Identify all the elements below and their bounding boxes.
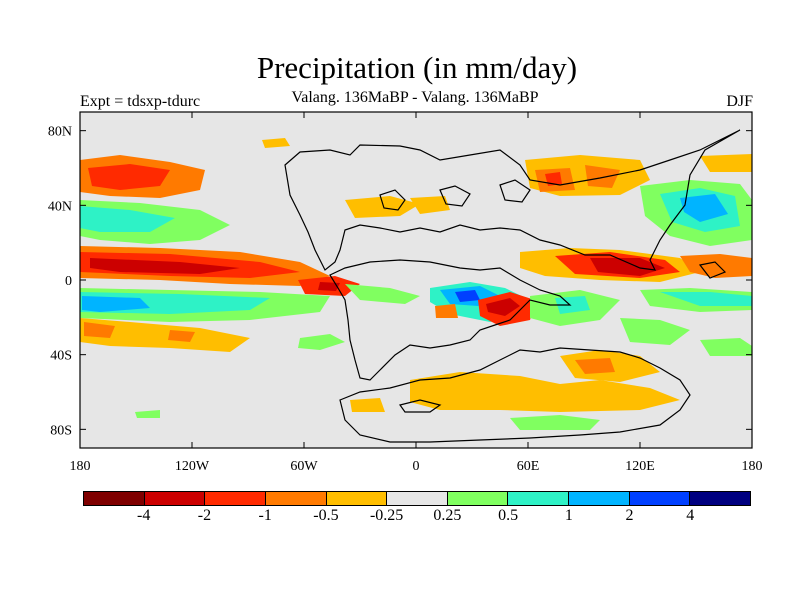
field-north-atlantic-negative — [345, 196, 420, 218]
field-atlantic-equatorial-core — [318, 282, 340, 291]
map-subtitle: Valang. 136MaBP - Valang. 136MaBP — [291, 89, 539, 106]
field-east-africa-negative-core — [486, 298, 520, 316]
coastline-island-a — [379, 189, 406, 211]
field-arctic-negative — [262, 138, 290, 148]
colorbar-swatch-11 — [690, 492, 751, 505]
season-label: DJF — [726, 93, 753, 110]
precipitation-anomaly-fields — [80, 138, 752, 430]
x-tick-label: 180 — [742, 459, 763, 474]
field-south-pacific-negative-core — [84, 322, 115, 338]
axis-ticks: 180 120W 60W 0 60E 120E 180 80N 40N 0 40S 80S — [48, 112, 763, 474]
coastline-island-b — [439, 185, 471, 207]
field-north-asia-negative-core-2 — [585, 165, 620, 188]
x-tick-label: 60W — [290, 459, 318, 474]
field-south-atlantic-positive — [345, 284, 420, 304]
field-south-america-positive — [298, 334, 345, 350]
field-southeast-pacific-positive — [700, 338, 752, 356]
colorbar-swatch-3 — [205, 492, 266, 505]
field-antarctic-peninsula-negative — [350, 398, 385, 412]
x-tick-label: 0 — [413, 459, 420, 474]
field-southeast-asia-core — [590, 258, 665, 276]
y-tick-label: 40N — [48, 199, 72, 214]
coastline-antarctica-australia — [339, 347, 691, 443]
colorbar-swatch-7 — [447, 492, 509, 505]
colorbar-swatch-4 — [265, 492, 327, 505]
colorbar-swatch-8 — [508, 492, 570, 505]
y-tick-label: 80S — [50, 423, 72, 438]
coastline-island-c — [499, 179, 531, 203]
y-tick-label: 80N — [48, 125, 72, 140]
colorbar-label: 4 — [686, 507, 695, 524]
colorbar-swatch-5 — [326, 492, 388, 505]
experiment-label: Expt = tdsxp-tdurc — [80, 93, 201, 110]
field-north-pacific-positive-core — [80, 206, 175, 232]
field-north-pacific-core — [88, 164, 170, 190]
colorbar-label: -2 — [197, 507, 212, 524]
y-tick-label: 0 — [65, 274, 72, 289]
colorbar-label: -4 — [137, 507, 151, 524]
colorbar-label: 0.5 — [498, 507, 519, 524]
x-tick-label: 180 — [70, 459, 91, 474]
field-south-pacific-negative — [80, 318, 250, 352]
field-south-pacific-negative-core-2 — [168, 330, 195, 342]
field-south-indian-negative-core — [575, 358, 615, 374]
field-west-pacific-positive-core — [660, 292, 752, 306]
field-south-pacific-positive-core — [82, 296, 150, 312]
field-antarctica-positive — [510, 415, 600, 430]
x-tick-label: 60E — [517, 459, 540, 474]
field-north-atlantic-negative-2 — [410, 196, 450, 214]
coastlines — [284, 129, 741, 443]
colorbar-label: -1 — [258, 507, 272, 524]
field-northwest-pacific-core — [680, 194, 728, 222]
y-tick-label: 40S — [50, 349, 72, 364]
field-africa-negative-spot — [435, 304, 458, 318]
colorbar-label: -0.25 — [369, 507, 404, 524]
colorbar-swatch-2 — [144, 492, 206, 505]
colorbar-label: 1 — [564, 507, 573, 524]
coastline-laurasia — [284, 129, 741, 271]
x-tick-label: 120W — [175, 459, 210, 474]
colorbar-swatch-10 — [629, 492, 691, 505]
field-indian-ocean-positive-core — [555, 296, 590, 314]
field-southern-pacific-positive — [135, 410, 160, 418]
x-tick-label: 120E — [625, 459, 655, 474]
colorbar-swatch-1 — [84, 492, 145, 505]
field-north-pacific-east-negative — [700, 154, 752, 172]
field-southern-ocean-negative — [410, 372, 680, 412]
field-africa-positive-strong — [455, 290, 480, 302]
field-south-indian-positive — [620, 318, 690, 345]
colorbar-label: -0.5 — [313, 507, 339, 524]
field-north-asia-negative-strong — [545, 172, 562, 186]
colorbar-swatch-6 — [387, 492, 448, 505]
field-equatorial-pacific-strong — [90, 258, 240, 274]
colorbar-label: 0.25 — [433, 507, 462, 524]
coastline-gondwana — [329, 259, 572, 381]
coastline-island-e — [398, 399, 442, 413]
map-title: Precipitation (in mm/day) — [256, 50, 578, 85]
colorbar-swatch-9 — [569, 492, 630, 505]
colorbar-label: 2 — [625, 507, 634, 524]
field-central-pacific-negative — [680, 254, 752, 278]
coastline-island-d — [698, 261, 727, 279]
colorbar — [83, 491, 751, 506]
